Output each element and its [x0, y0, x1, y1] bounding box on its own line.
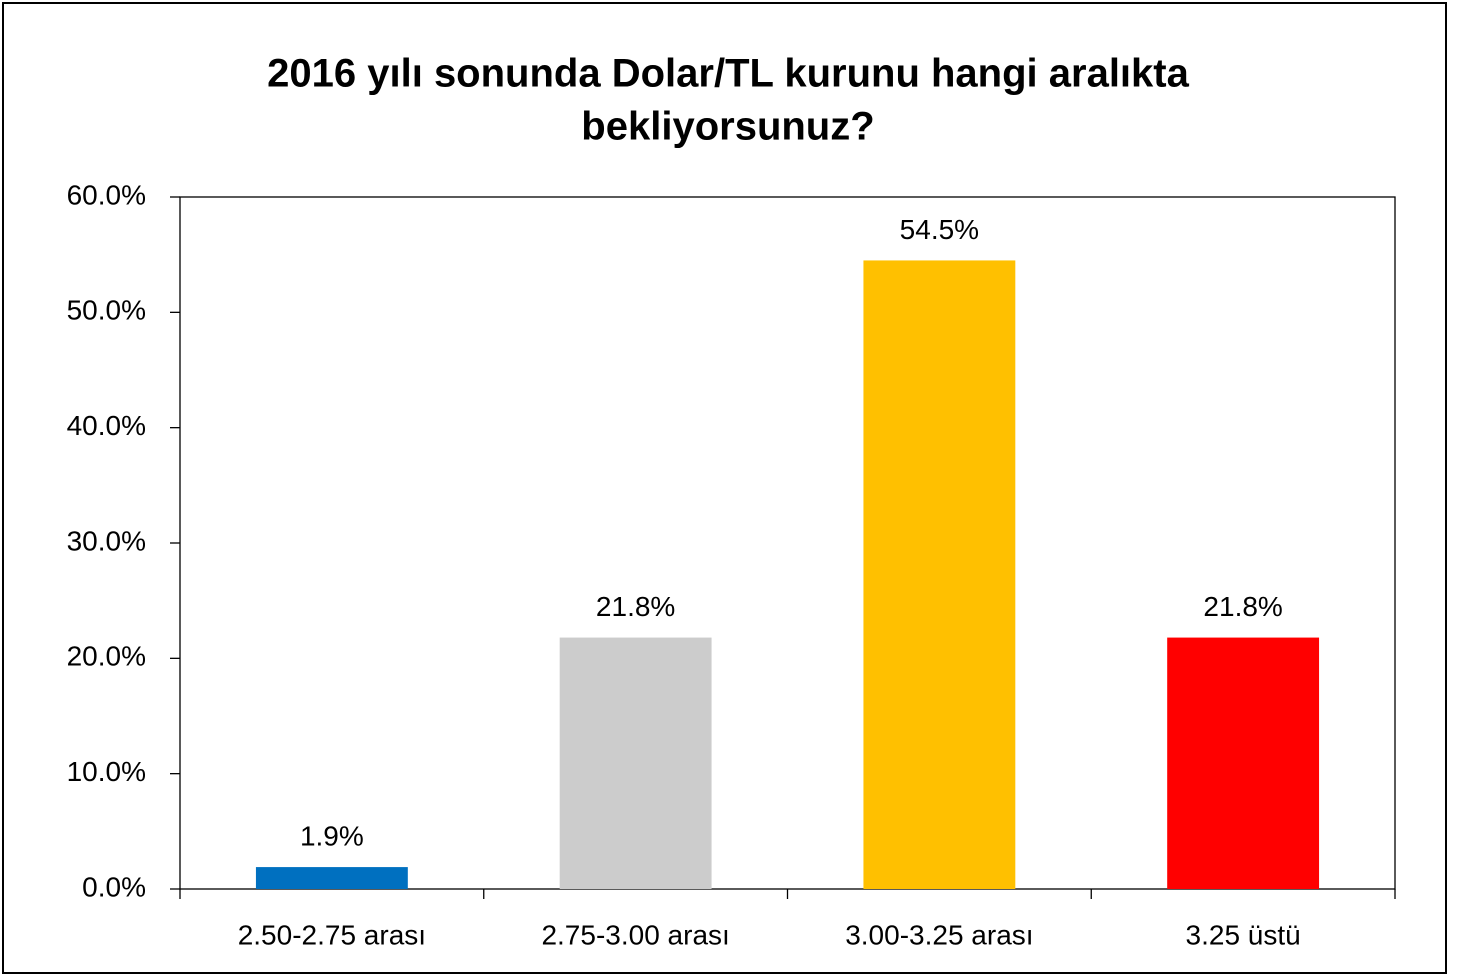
- x-tick-label: 3.00-3.25 arası: [845, 919, 1033, 950]
- bar: [559, 637, 712, 889]
- chart-title: bekliyorsunuz?: [581, 105, 874, 149]
- value-label: 1.9%: [300, 820, 364, 851]
- bar: [863, 260, 1016, 889]
- y-tick-label: 40.0%: [67, 410, 146, 441]
- y-tick-label: 30.0%: [67, 525, 146, 556]
- x-tick-label: 2.50-2.75 arası: [238, 919, 426, 950]
- y-tick-label: 0.0%: [82, 871, 146, 902]
- chart-title: 2016 yılı sonunda Dolar/TL kurunu hangi …: [267, 52, 1189, 96]
- y-tick-label: 20.0%: [67, 641, 146, 672]
- value-label: 21.8%: [596, 591, 675, 622]
- x-tick-label: 3.25 üstü: [1186, 919, 1301, 950]
- bar: [255, 867, 408, 889]
- x-tick-label: 2.75-3.00 arası: [541, 919, 729, 950]
- y-tick-label: 10.0%: [67, 756, 146, 787]
- y-tick-label: 50.0%: [67, 295, 146, 326]
- y-tick-label: 60.0%: [67, 179, 146, 210]
- value-label: 21.8%: [1203, 591, 1282, 622]
- bar: [1167, 637, 1320, 889]
- value-label: 54.5%: [900, 214, 979, 245]
